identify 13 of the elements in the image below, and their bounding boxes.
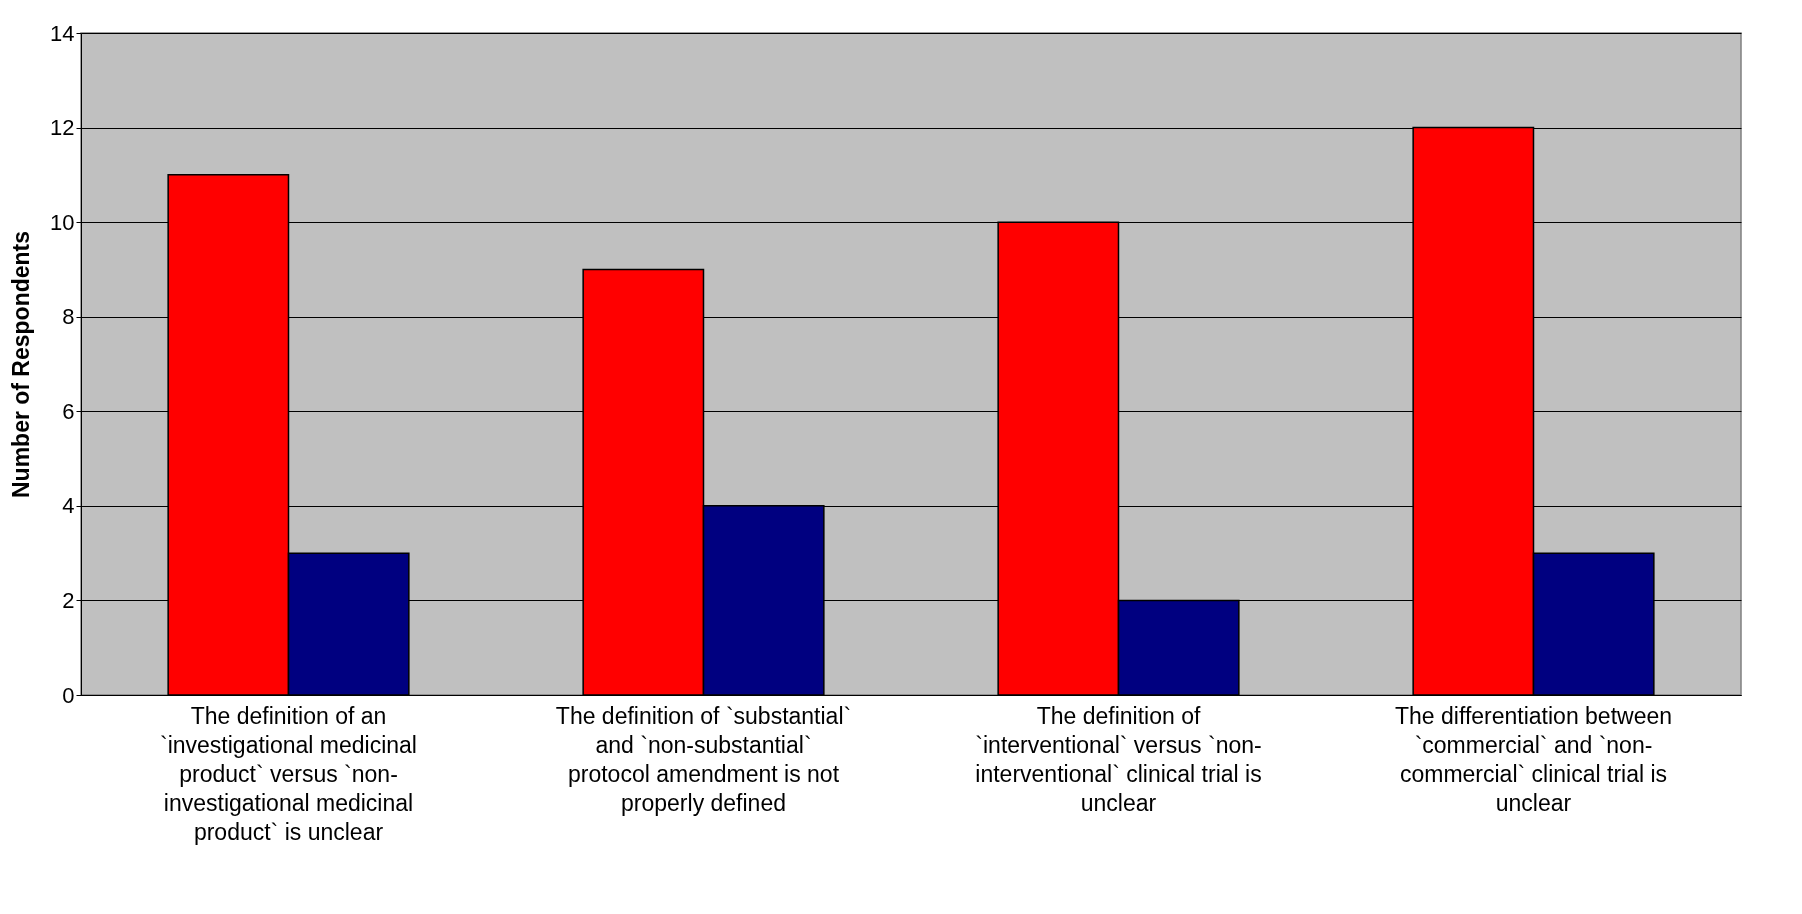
y-tick-label: 8 bbox=[62, 304, 75, 330]
y-tick-label: 4 bbox=[62, 493, 75, 519]
y-tick-label: 10 bbox=[50, 209, 75, 235]
y-tick-label: 6 bbox=[62, 398, 75, 424]
x-tick-label: The definition of an `investigational medicinal product` versus `non-investigational medicinal product` is unclear bbox=[160, 702, 417, 845]
x-tick-label: The definition of `interventional` versus `non-interventional` clinical trial is unclear bbox=[975, 702, 1262, 816]
y-tick-label: 2 bbox=[62, 587, 75, 613]
x-tick-label: The differentiation between `commercial` and `non-commercial` clinical trial is unclear bbox=[1394, 702, 1673, 816]
y-axis-title: Number of Respondents bbox=[8, 230, 35, 499]
y-tick-label: 0 bbox=[62, 682, 75, 708]
y-tick-label: 14 bbox=[50, 20, 75, 46]
y-tick-label: 12 bbox=[50, 115, 75, 141]
x-tick-label: The definition of `substantial` and `non-substantial` protocol amendment is not properly defined bbox=[555, 702, 852, 816]
